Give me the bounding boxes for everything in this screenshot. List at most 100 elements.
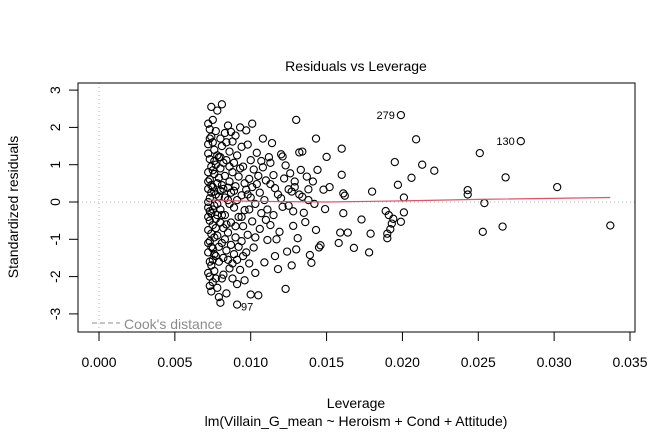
data-point — [237, 191, 246, 200]
data-point — [337, 170, 346, 179]
data-point — [322, 152, 331, 162]
data-point — [238, 251, 248, 261]
data-point — [516, 137, 525, 146]
data-point — [304, 195, 313, 205]
reference-lines — [78, 83, 635, 332]
data-point — [279, 174, 289, 183]
data-point — [498, 222, 507, 231]
data-point — [240, 206, 249, 215]
data-point — [205, 134, 214, 143]
data-point — [204, 168, 213, 177]
data-point — [282, 247, 292, 256]
data-point — [290, 177, 299, 186]
point-labels: 279 130 97 — [241, 110, 515, 313]
data-point — [463, 190, 472, 199]
data-point — [207, 102, 216, 112]
data-point — [232, 300, 242, 309]
data-point — [383, 234, 392, 243]
data-point — [257, 156, 266, 166]
data-point — [232, 151, 242, 160]
data-point — [275, 227, 284, 236]
data-point — [316, 241, 325, 250]
data-point — [264, 153, 274, 162]
data-point — [255, 224, 264, 234]
data-point — [205, 257, 214, 266]
data-point — [231, 233, 240, 242]
point-label: 130 — [496, 136, 514, 148]
data-point — [305, 250, 315, 260]
data-point — [364, 248, 374, 257]
data-point — [292, 115, 301, 125]
data-point — [273, 264, 283, 274]
data-point — [339, 189, 348, 198]
data-point — [248, 182, 257, 192]
x-tick-label: 0.025 — [461, 354, 496, 370]
data-point — [381, 206, 390, 216]
data-point — [286, 169, 295, 178]
data-point — [251, 233, 260, 242]
x-tick-label: 0.010 — [233, 354, 268, 370]
data-point — [393, 180, 403, 189]
data-point — [289, 207, 298, 216]
data-point — [501, 173, 510, 182]
data-point — [210, 156, 219, 166]
data-point — [211, 274, 220, 283]
data-point — [357, 215, 366, 224]
data-point — [258, 163, 268, 172]
data-point — [204, 203, 213, 212]
data-point — [222, 220, 231, 229]
data-point — [606, 221, 615, 230]
data-point — [387, 219, 396, 228]
data-point — [260, 258, 269, 267]
data-point — [205, 272, 214, 281]
data-point — [205, 194, 214, 203]
data-point — [418, 160, 427, 169]
data-point — [478, 227, 487, 236]
data-point — [320, 204, 330, 214]
data-point — [248, 119, 257, 128]
data-point — [254, 291, 263, 300]
data-point — [217, 100, 227, 109]
data-point — [246, 290, 255, 299]
data-point — [204, 119, 213, 128]
data-point — [245, 205, 254, 214]
data-point — [243, 190, 252, 199]
data-point — [235, 123, 245, 132]
data-point — [267, 138, 277, 148]
data-point — [205, 216, 214, 225]
data-point — [231, 222, 240, 231]
chart-title: Residuals vs Leverage — [285, 58, 427, 74]
data-point — [311, 225, 321, 235]
data-point — [367, 187, 377, 196]
data-point — [217, 274, 227, 283]
data-point — [266, 220, 275, 230]
data-point — [220, 193, 230, 202]
y-axis-title: Standardized residuals — [5, 136, 21, 278]
data-point — [214, 173, 224, 182]
data-point — [248, 217, 257, 226]
data-point — [243, 230, 252, 239]
data-point — [366, 229, 375, 238]
data-point — [270, 184, 280, 193]
data-point — [234, 172, 243, 181]
y-tick-label: 1 — [47, 161, 63, 169]
data-point — [204, 177, 213, 186]
data-point — [220, 235, 230, 244]
plot-frame — [77, 82, 636, 333]
data-point — [204, 197, 213, 207]
data-point — [258, 134, 268, 143]
data-point — [238, 222, 248, 231]
data-point — [245, 259, 254, 268]
data-point — [208, 115, 217, 125]
data-point — [207, 261, 216, 270]
data-point — [269, 210, 278, 220]
x-tick-label: 0.000 — [81, 354, 116, 370]
data-point — [390, 157, 399, 167]
points-layer — [204, 100, 615, 309]
y-tick-label: -2 — [47, 270, 63, 283]
data-point — [293, 234, 302, 243]
data-point — [295, 148, 304, 157]
legend: Cook's distance — [92, 316, 223, 332]
data-point — [232, 195, 242, 205]
data-point — [225, 162, 234, 171]
